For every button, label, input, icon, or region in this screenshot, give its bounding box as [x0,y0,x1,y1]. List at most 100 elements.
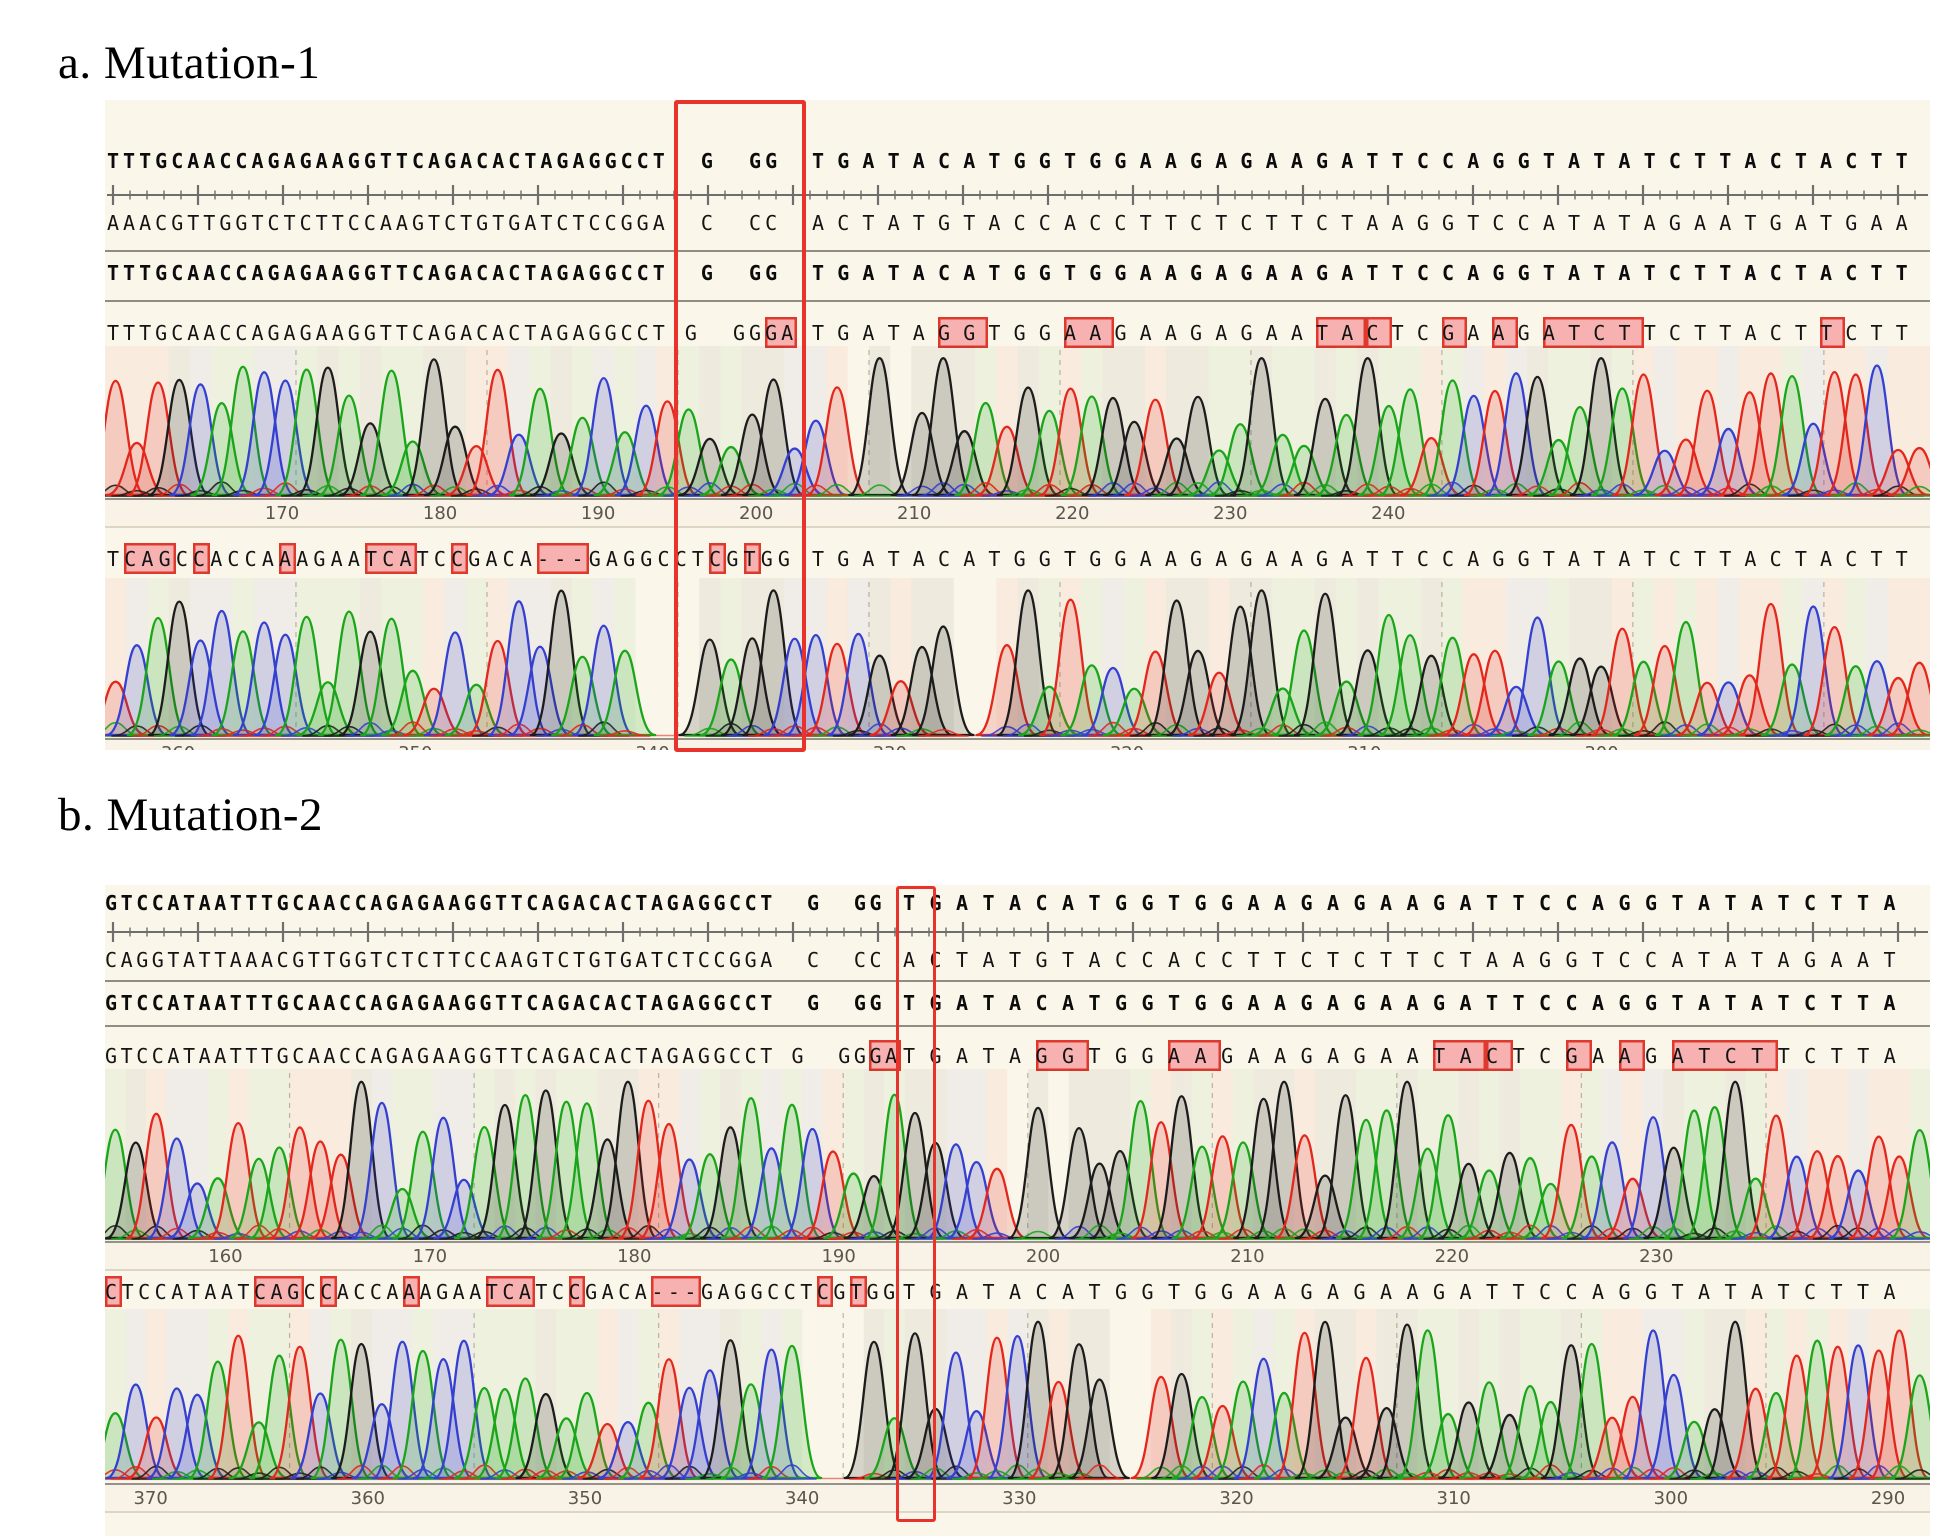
row-divider [105,980,1930,982]
position-label: 210 [1230,1246,1265,1267]
position-label: 350 [567,1488,603,1509]
mismatch-highlight: A [1492,317,1518,348]
mismatch-highlight: C [451,543,469,574]
sequence-flow: TTTGCAACCAGAGAAGGTTCAGACACTAGAGGCCT G GG [107,146,781,176]
sequence-segment: GAGGCCT [700,1280,817,1304]
mismatch-highlight: GA [869,1040,901,1071]
mismatch-highlight: A [1618,1040,1646,1071]
sequence-segment: AAACGTTGGTCTCTTCCAAGTCTGTGATCTCCGGA C CC [107,211,782,235]
sequence-segment: GACA [468,547,538,571]
mismatch-highlight: C [568,1276,586,1307]
sequence-row-mutant-read-forward: TTTGCAACCAGAGAAGGTTCAGACACTAGAGGCCT G GG… [105,317,1930,348]
position-label: 330 [1002,1488,1037,1509]
sequence-segment: GACA [585,1280,652,1304]
sequence-flow: CAGGTATTAAACGTTGGTCTCTTCCAAGTCTGTGATCTCC… [105,945,885,975]
sequence-segment: TGG [1088,1044,1169,1068]
sequence-flow: TGATAGGTGGAAGAAGAGAATACTCGAAGATCTTCTTACT… [812,317,1921,348]
sequence-segment: A [1592,1044,1619,1068]
sequence-segment: C [303,1280,321,1304]
panel-b-title: b. Mutation-2 [58,789,323,841]
sequence-segment: GAAGAGAA [1221,1044,1434,1068]
sequence-segment: TGATACATGGTGGAAGAGAAGATTCCAGGTATATCTTA [903,991,1911,1015]
sequence-segment: TGATACATGGTGGAAGAGAAGATTCCAGGTATATCTTACT… [812,261,1921,285]
position-label: 180 [617,1246,652,1267]
row-divider [105,1025,1930,1027]
mismatch-highlight: ATCT [1671,1040,1778,1071]
mismatch-highlight: CAG [253,1276,304,1307]
sequence-segment: TC [535,1280,569,1304]
mismatch-highlight: GG [938,317,989,348]
mismatch-highlight: TA [1433,1040,1487,1071]
chromatogram-trace [105,346,1930,498]
sequence-segment: TGATA [812,321,939,345]
position-label: 330 [873,743,907,750]
mismatch-highlight: C [193,543,211,574]
sequence-segment: TC [1391,321,1443,345]
position-number-band: 370 360 350 340 330 320 310 300 290 [105,1483,1930,1513]
position-label: 350 [398,743,432,750]
mismatch-highlight: --- [537,543,589,574]
sequence-row-top-strand: TTTGCAACCAGAGAAGGTTCAGACACTAGAGGCCT G GG… [105,146,1930,176]
sequence-segment: TGATACATGGTGGAAGAGAAGATTCCAGGTATATCTTACT… [812,547,1921,571]
sequence-segment: T [107,547,125,571]
sequence-row-consensus: TTTGCAACCAGAGAAGGTTCAGACACTAGAGGCCT G GG… [105,258,1930,288]
position-label: 310 [1436,1488,1471,1509]
sequence-segment: CTT [1845,321,1921,345]
position-label: 370 [133,1488,168,1509]
position-number-band: 160 170 180 190 200 210 220 230 [105,1241,1930,1271]
sequence-flow: CTCCATAATCAGCCACCAAAGAATCATCCGACA---GAGG… [105,1276,900,1307]
sequence-flow: TGATACATGGTGGAAGAGAAGATTCCAGGTATATCTTA [903,988,1910,1018]
mismatch-highlight: --- [651,1276,701,1307]
mismatch-highlight: C [816,1276,834,1307]
position-label: 320 [1219,1488,1254,1509]
sequence-flow: TGATACATGGTGGAAGAGAAGATTCCAGGTATATCTTACT… [812,146,1921,176]
mutation-1-highlight-box [674,100,806,752]
alignment-ruler [105,184,1930,206]
sequence-segment: GAAGAGAA [1114,321,1317,345]
sequence-row-top-strand: GTCCATAATTTGCAACCAGAGAAGGTTCAGACACTAGAGG… [105,888,1930,918]
sequence-segment: GTCCATAATTTGCAACCAGAGAAGGTTCAGACACTAGAGG… [105,991,886,1015]
sequence-flow: TTTGCAACCAGAGAAGGTTCAGACACTAGAGGCCT G GG [107,258,781,288]
mutation-2-highlight-box [896,886,936,1522]
mismatch-highlight: TCA [485,1276,536,1307]
position-label: 170 [412,1246,448,1267]
mismatch-highlight: GG [1035,1040,1089,1071]
panel-b-chromatogram: GTCCATAATTTGCAACCAGAGAAGGTTCAGACACTAGAGG… [105,885,1930,1536]
sequence-segment: TGG [988,321,1065,345]
sequence-segment: ACTATGTACCACCTTCTCTTCTAAGGTCCATATAGAAT [903,948,1911,972]
position-label: 190 [821,1246,856,1267]
sequence-flow: TGATACATGGTGGAAGAGAAGATTCCAGGTATATCTTA [903,1277,1910,1307]
mismatch-highlight: G [1442,317,1468,348]
position-number-band: 360 350 340 330 320 310 300 [105,738,1930,750]
sequence-segment: GTCCATAATTTGCAACCAGAGAAGGTTCAGACACTAGAGG… [105,891,886,915]
position-label: 300 [1584,743,1618,750]
position-label: 360 [161,743,195,750]
row-divider [105,250,1930,252]
mismatch-highlight: ATCT [1542,317,1644,348]
mismatch-highlight: GA [765,317,798,348]
sequence-row-mutant-read-reverse: CTCCATAATCAGCCACCAAAGAATCATCCGACA---GAGG… [105,1276,1930,1307]
position-label: 230 [1213,503,1248,524]
sequence-segment: GG [866,1280,900,1304]
position-label: 290 [1870,1488,1906,1509]
position-number-band: 170 180 190 200 210 220 230 240 [105,498,1930,528]
mismatch-highlight: T [1820,317,1846,348]
sequence-segment: GAGGCCT [588,547,710,571]
mismatch-highlight: C [1486,1040,1513,1071]
mismatch-highlight: CAG [124,543,176,574]
sequence-segment: G [1645,1044,1672,1068]
sequence-row-complement-strand: AAACGTTGGTCTCTTCCAAGTCTGTGATCTCCGGA C CC… [105,208,1930,238]
sequence-segment: TTTGCAACCAGAGAAGGTTCAGACACTAGAGGCCT G GG [107,261,782,285]
sequence-segment: CAGGTATTAAACGTTGGTCTCTTCCAAGTCTGTGATCTCC… [105,948,886,972]
position-label: 200 [738,503,774,524]
position-label: 210 [897,503,932,524]
mismatch-highlight: TCA [365,543,417,574]
mismatch-highlight: A [279,543,297,574]
mismatch-highlight: C [320,1276,337,1307]
sequence-row-mutant-read-forward: GTCCATAATTTGCAACCAGAGAAGGTTCAGACACTAGAGG… [105,1040,1930,1071]
panel-a-chromatogram: TTTGCAACCAGAGAAGGTTCAGACACTAGAGGCCT G GG… [105,100,1930,750]
sequence-segment: TCTTACT [1643,321,1821,345]
sequence-segment: AGAA [419,1280,486,1304]
sequence-flow: GTCCATAATTTGCAACCAGAGAAGGTTCAGACACTAGAGG… [105,888,885,918]
